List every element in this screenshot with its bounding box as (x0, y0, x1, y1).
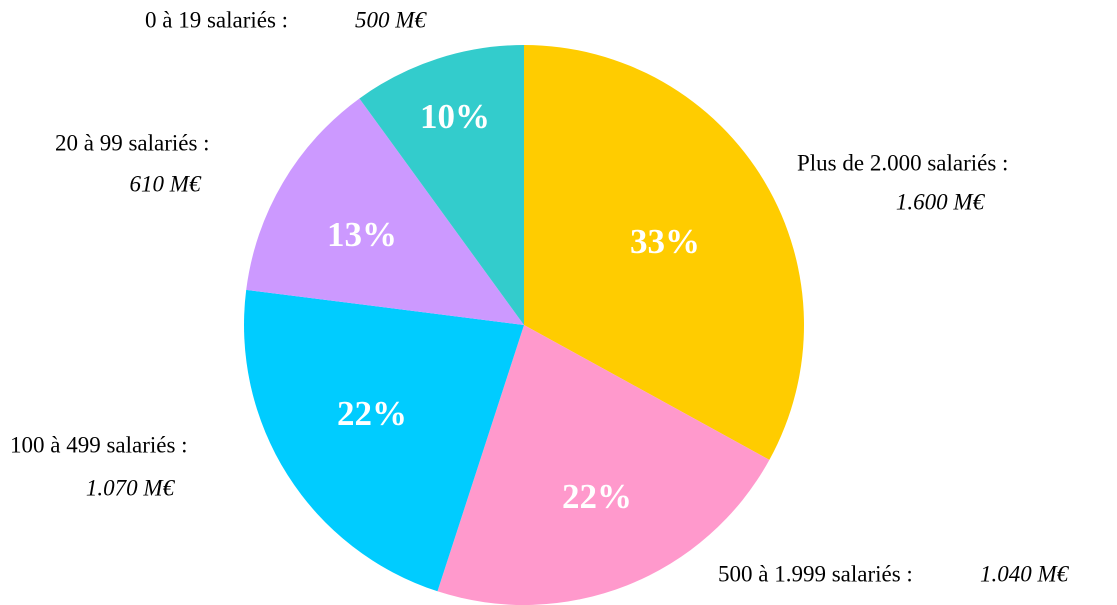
percent-label: 13% (327, 215, 397, 254)
pie-slice (524, 45, 805, 460)
amount-label: 500 M€ (355, 7, 427, 32)
amount-label: 1.040 M€ (980, 561, 1070, 586)
category-label: 0 à 19 salariés : (145, 7, 288, 32)
amount-label: 1.600 M€ (896, 189, 986, 214)
category-label: 500 à 1.999 salariés : (718, 561, 913, 586)
percent-label: 33% (630, 222, 700, 261)
amount-label: 1.070 M€ (86, 475, 176, 500)
amount-label: 610 M€ (130, 171, 202, 196)
pie-slice (246, 98, 524, 325)
pie-slice (243, 289, 524, 592)
category-label: 100 à 499 salariés : (10, 432, 188, 457)
pie-slice (437, 325, 770, 605)
pie-slice (359, 45, 524, 325)
percent-label: 22% (562, 477, 632, 516)
percent-label: 22% (337, 394, 407, 433)
percent-label: 10% (420, 97, 490, 136)
category-label: Plus de 2.000 salariés : (797, 150, 1008, 175)
category-label: 20 à 99 salariés : (55, 130, 210, 155)
